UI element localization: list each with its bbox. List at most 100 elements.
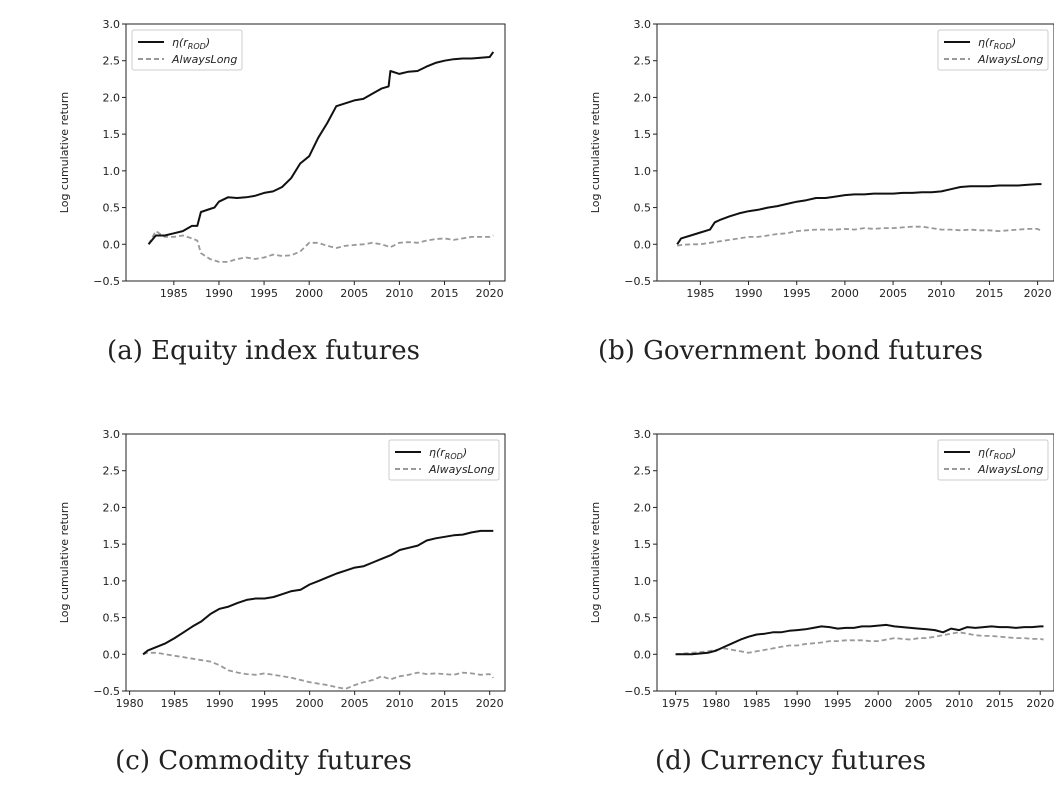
y-tick-label: 1.5 <box>634 538 652 551</box>
y-tick-label: 2.0 <box>103 91 121 104</box>
y-tick-label: 1.0 <box>634 575 652 588</box>
y-tick-label: 2.0 <box>634 501 652 514</box>
series-line-always-long <box>675 631 1044 656</box>
x-tick-label: 2000 <box>831 287 859 300</box>
y-tick-label: −0.5 <box>624 685 651 698</box>
legend-label: η(rROD) <box>429 446 467 461</box>
x-tick-label: 2005 <box>905 697 933 710</box>
plot-frame <box>656 433 1054 692</box>
x-tick-label: 2015 <box>431 287 459 300</box>
legend-label: AlwaysLong <box>977 53 1043 66</box>
caption-b: (b) Government bond futures <box>597 336 984 366</box>
legend-box <box>937 29 1049 71</box>
series-line-eta-rod <box>142 529 494 656</box>
y-tick-label: 1.5 <box>103 538 121 551</box>
y-axis-label: Log cumulative return <box>589 502 602 623</box>
series-line-always-long <box>677 225 1042 247</box>
x-tick-label: 2015 <box>986 697 1014 710</box>
y-axis-label: Log cumulative return <box>58 502 71 623</box>
x-tick-label: 1995 <box>251 697 279 710</box>
x-tick-label: 1985 <box>686 287 714 300</box>
x-tick-label: 2010 <box>385 287 413 300</box>
x-tick-label: 1985 <box>743 697 771 710</box>
panel-a: −0.5 0.0 0.5 1.0 1.5 2.0 2.5 3.0 1985 1990 1995 200… <box>0 0 527 398</box>
caption-a: (a) Equity index futures <box>107 336 420 366</box>
legend-box <box>388 439 500 481</box>
legend-box <box>937 439 1049 481</box>
y-tick-label: 0.5 <box>634 202 652 215</box>
y-tick-label: −0.5 <box>93 275 120 288</box>
y-tick-label: 3.0 <box>103 18 121 31</box>
y-tick-label: 3.0 <box>634 18 652 31</box>
panel-d: −0.5 0.0 0.5 1.0 1.5 2.0 2.5 3.0 1975 1980 1985 199… <box>527 410 1054 808</box>
y-tick-label: 1.0 <box>103 575 121 588</box>
series-line-always-long <box>142 651 494 690</box>
chart-equity-index-futures: −0.5 0.0 0.5 1.0 1.5 2.0 2.5 3.0 1985 1990 1995 200… <box>58 18 506 300</box>
y-tick-label: 1.5 <box>634 128 652 141</box>
x-tick-label: 1990 <box>206 697 234 710</box>
panel-b: −0.5 0.0 0.5 1.0 1.5 2.0 2.5 3.0 1985 1990 1995 200… <box>527 0 1054 398</box>
legend-label: AlwaysLong <box>428 463 494 476</box>
x-tick-label: 2010 <box>945 697 973 710</box>
x-tick-label: 2005 <box>341 697 369 710</box>
y-tick-label: 2.5 <box>103 55 121 68</box>
legend-label: AlwaysLong <box>977 463 1043 476</box>
y-tick-label: 3.0 <box>634 428 652 441</box>
y-tick-label: −0.5 <box>93 685 120 698</box>
x-tick-label: 1975 <box>662 697 690 710</box>
y-tick-label: 2.5 <box>634 465 652 478</box>
x-tick-label: 2015 <box>975 287 1003 300</box>
y-tick-label: 0.5 <box>634 612 652 625</box>
x-tick-label: 2020 <box>1024 287 1052 300</box>
x-tick-label: 1985 <box>161 697 189 710</box>
x-tick-label: 2020 <box>476 287 504 300</box>
legend-label: AlwaysLong <box>171 53 237 66</box>
chart-commodity-futures: −0.5 0.0 0.5 1.0 1.5 2.0 2.5 3.0 1980 1985 1990 199… <box>58 428 506 710</box>
series-line-eta-rod <box>147 51 495 245</box>
x-tick-label: 1980 <box>116 697 144 710</box>
series-line-eta-rod <box>676 183 1042 245</box>
y-axis-label: Log cumulative return <box>589 92 602 213</box>
x-tick-label: 1995 <box>783 287 811 300</box>
x-tick-label: 2005 <box>340 287 368 300</box>
x-tick-label: 2000 <box>296 697 324 710</box>
y-tick-label: 1.5 <box>103 128 121 141</box>
x-tick-label: 2010 <box>386 697 414 710</box>
plot-frame <box>125 433 506 692</box>
y-tick-label: 2.5 <box>103 465 121 478</box>
legend-box <box>131 29 243 71</box>
legend-label: η(rROD) <box>978 446 1016 461</box>
x-tick-label: 1995 <box>824 697 852 710</box>
y-tick-label: 0.5 <box>103 612 121 625</box>
y-tick-label: 0.5 <box>103 202 121 215</box>
legend-label: η(rROD) <box>172 36 210 51</box>
chart-government-bond-futures: −0.5 0.0 0.5 1.0 1.5 2.0 2.5 3.0 1985 1990 1995 200… <box>589 18 1054 300</box>
y-tick-label: −0.5 <box>624 275 651 288</box>
x-tick-label: 2000 <box>864 697 892 710</box>
series-line-eta-rod <box>675 623 1044 656</box>
y-tick-label: 1.0 <box>103 165 121 178</box>
plot-frame <box>125 23 506 282</box>
y-tick-label: 0.0 <box>634 238 652 251</box>
y-tick-label: 1.0 <box>634 165 652 178</box>
x-tick-label: 1990 <box>205 287 233 300</box>
y-tick-label: 2.0 <box>634 91 652 104</box>
x-tick-label: 2020 <box>476 697 504 710</box>
series-line-always-long <box>147 230 494 263</box>
x-tick-label: 1990 <box>783 697 811 710</box>
legend-label: η(rROD) <box>978 36 1016 51</box>
y-tick-label: 0.0 <box>103 648 121 661</box>
caption-c: (c) Commodity futures <box>115 746 412 776</box>
chart-currency-futures: −0.5 0.0 0.5 1.0 1.5 2.0 2.5 3.0 1975 1980 1985 199… <box>589 428 1054 710</box>
plot-frame <box>656 23 1054 282</box>
caption-d: (d) Currency futures <box>654 746 927 776</box>
y-tick-label: 3.0 <box>103 428 121 441</box>
x-tick-label: 1995 <box>250 287 278 300</box>
x-tick-label: 2010 <box>927 287 955 300</box>
x-tick-label: 2020 <box>1026 697 1054 710</box>
x-tick-label: 1980 <box>702 697 730 710</box>
x-tick-label: 2015 <box>431 697 459 710</box>
y-axis-label: Log cumulative return <box>58 92 71 213</box>
y-tick-label: 0.0 <box>103 238 121 251</box>
x-tick-label: 2000 <box>295 287 323 300</box>
